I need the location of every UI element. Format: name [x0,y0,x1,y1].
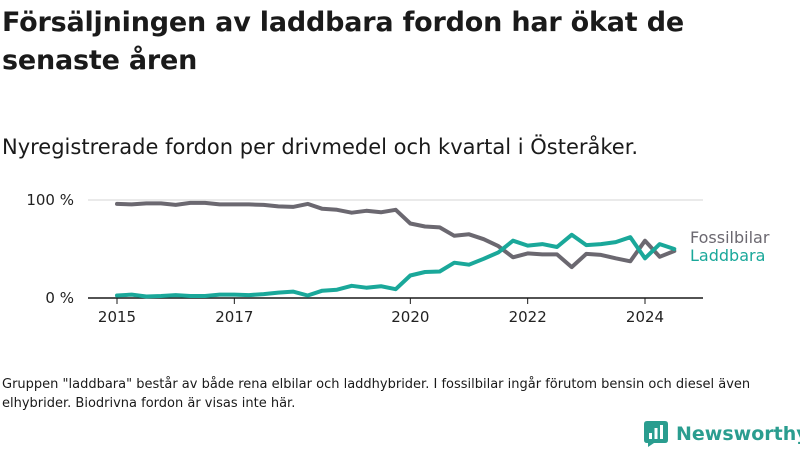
line-chart: 0 % 100 % 2015 2017 2020 2022 2024 Fossilbilar… [26,191,770,326]
series-label-laddbara: Laddbara [690,246,765,265]
newsworthy-logo: Newsworthy [644,420,800,448]
y-tick-label: 100 % [26,191,74,209]
brand-name: Newsworthy [676,423,800,445]
series-line-laddbara [115,232,677,299]
x-tick-label: 2020 [391,308,429,326]
chart-title: Försäljningen av laddbara fordon har öka… [2,7,684,76]
x-tick-label: 2022 [509,308,547,326]
bar-chart-icon [644,421,668,447]
chart-subtitle: Nyregistrerade fordon per drivmedel och … [2,135,639,159]
series-label-fossilbilar: Fossilbilar [690,228,770,247]
footnote: Gruppen "laddbara" består av både rena e… [2,377,751,411]
y-tick-label: 0 % [45,289,74,307]
x-tick-label: 2015 [98,308,136,326]
x-tick-label: 2024 [626,308,664,326]
series-line-fossilbilar [115,200,677,270]
x-tick-label: 2017 [215,308,253,326]
